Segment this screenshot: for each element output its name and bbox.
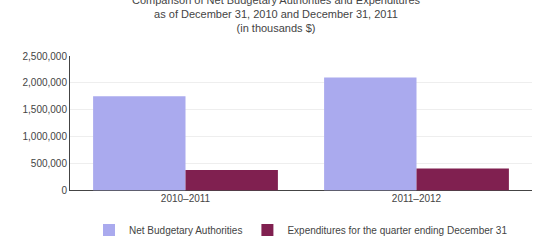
- svg-text:2010–2011: 2010–2011: [161, 193, 211, 204]
- svg-text:2,000,000: 2,000,000: [23, 77, 68, 88]
- svg-text:2011–2012: 2011–2012: [392, 193, 442, 204]
- svg-text:Expenditures for the quarter e: Expenditures for the quarter ending Dece…: [287, 225, 507, 236]
- svg-text:1,500,000: 1,500,000: [23, 104, 68, 115]
- svg-text:Net Budgetary Authorities: Net Budgetary Authorities: [129, 225, 242, 236]
- svg-text:Comparison of Net Budgetary Au: Comparison of Net Budgetary Authorities …: [132, 0, 420, 34]
- svg-text:0: 0: [61, 185, 67, 196]
- svg-text:500,000: 500,000: [31, 158, 68, 169]
- svg-text:2,500,000: 2,500,000: [23, 51, 68, 62]
- svg-text:1,000,000: 1,000,000: [23, 131, 68, 142]
